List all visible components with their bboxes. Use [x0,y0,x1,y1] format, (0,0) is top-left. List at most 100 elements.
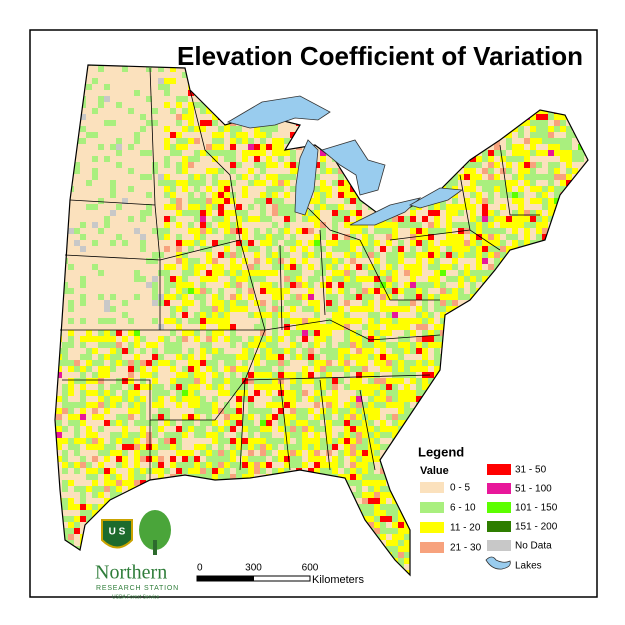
raster-cell [134,108,140,114]
raster-cell [464,198,470,204]
raster-cell [218,132,224,138]
raster-cell [110,318,116,324]
raster-cell [122,312,128,318]
raster-cell [212,336,218,342]
raster-cell [524,126,530,132]
raster-cell [254,150,260,156]
raster-cell [134,120,140,126]
raster-cell [230,198,236,204]
raster-cell [188,138,194,144]
raster-cell [494,192,500,198]
raster-cell [530,132,536,138]
raster-cell [506,144,512,150]
raster-cell [170,156,176,162]
raster-cell [164,294,170,300]
raster-cell [278,324,284,330]
raster-cell [404,342,410,348]
raster-cell [464,204,470,210]
raster-cell [170,354,176,360]
raster-cell [332,246,338,252]
raster-cell [230,276,236,282]
raster-cell [176,72,182,78]
raster-cell [362,264,368,270]
raster-cell [278,354,284,360]
raster-cell [122,120,128,126]
raster-cell [260,318,266,324]
raster-cell [62,342,68,348]
raster-cell [362,276,368,282]
raster-cell [260,132,266,138]
raster-cell [380,288,386,294]
raster-cell [350,354,356,360]
raster-cell [200,366,206,372]
raster-cell [362,252,368,258]
raster-cell [74,276,80,282]
raster-cell [308,378,314,384]
raster-cell [170,150,176,156]
raster-cell [470,282,476,288]
raster-cell [380,246,386,252]
raster-cell [428,276,434,282]
raster-cell [86,384,92,390]
raster-cell [248,210,254,216]
raster-cell [140,264,146,270]
raster-cell [380,228,386,234]
raster-cell [350,252,356,258]
raster-cell [116,96,122,102]
raster-cell [410,306,416,312]
raster-cell [92,204,98,210]
raster-cell [146,282,152,288]
raster-cell [338,354,344,360]
raster-cell [86,108,92,114]
raster-cell [116,300,122,306]
raster-cell [176,330,182,336]
raster-cell [278,204,284,210]
raster-cell [116,294,122,300]
raster-cell [254,372,260,378]
raster-cell [266,270,272,276]
raster-cell [92,306,98,312]
raster-cell [206,174,212,180]
raster-cell [392,354,398,360]
raster-cell [326,300,332,306]
raster-cell [290,384,296,390]
raster-cell [338,294,344,300]
raster-cell [314,276,320,282]
raster-cell [86,258,92,264]
raster-cell [488,186,494,192]
raster-cell [110,276,116,282]
raster-cell [194,132,200,138]
raster-cell [110,78,116,84]
raster-cell [122,72,128,78]
raster-cell [536,228,542,234]
raster-cell [218,276,224,282]
raster-cell [362,270,368,276]
raster-cell [458,264,464,270]
raster-cell [350,198,356,204]
raster-cell [134,246,140,252]
raster-cell [476,210,482,216]
raster-cell [116,102,122,108]
raster-cell [164,366,170,372]
raster-cell [80,132,86,138]
raster-cell [212,330,218,336]
raster-cell [170,216,176,222]
raster-cell [338,330,344,336]
raster-cell [164,342,170,348]
raster-cell [122,324,128,330]
raster-cell [98,312,104,318]
raster-cell [440,246,446,252]
raster-cell [92,252,98,258]
raster-cell [152,222,158,228]
raster-cell [104,378,110,384]
raster-cell [266,168,272,174]
raster-cell [398,228,404,234]
raster-cell [578,150,584,156]
raster-cell [260,168,266,174]
raster-cell [230,306,236,312]
raster-cell [206,126,212,132]
raster-cell [164,180,170,186]
raster-cell [140,144,146,150]
raster-cell [542,204,548,210]
raster-cell [278,264,284,270]
